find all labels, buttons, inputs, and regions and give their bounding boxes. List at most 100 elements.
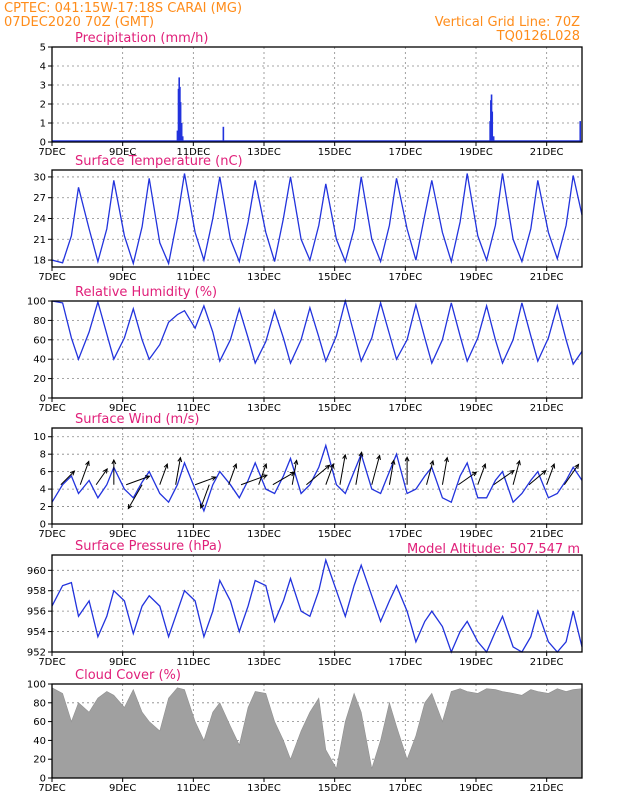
wind-arrow-head [471, 471, 478, 477]
x-tick-label: 9DEC [109, 147, 136, 158]
panel-temp: 18 21 24 27 30 7DEC 9DEC 11DEC 13DEC 15DEC 17DEC 19… [33, 154, 583, 283]
x-tick-label: 17DEC [388, 657, 422, 668]
x-tick-label: 13DEC [247, 783, 281, 794]
wind-arrow-head [444, 456, 449, 463]
wind-arrow-head [574, 463, 580, 469]
wind-arrow-shaft [60, 470, 75, 486]
y-tick-label: 30 [33, 172, 46, 183]
x-tick-label: 19DEC [459, 272, 493, 283]
header-model-code: TQ0126L028 [496, 29, 580, 44]
precip-bar [181, 136, 184, 142]
panel-frame [51, 554, 583, 653]
x-tick-label: 19DEC [459, 529, 493, 540]
wind-arrow-shaft [528, 470, 547, 486]
x-tick-label: 9DEC [109, 272, 136, 283]
wind-arrow-shaft [371, 455, 381, 485]
wind-arrow-head [111, 458, 117, 465]
precip-bar [222, 126, 225, 142]
wind-arrow-head [144, 475, 151, 480]
panel-frame [51, 427, 583, 525]
x-tick-label: 7DEC [38, 272, 65, 283]
y-tick-label: 1 [40, 119, 46, 130]
wind-arrow-head [481, 462, 487, 469]
x-tick-label: 13DEC [247, 147, 281, 158]
x-tick-label: 9DEC [109, 657, 136, 668]
x-tick-label: 7DEC [38, 783, 65, 794]
wind-arrow-head [541, 469, 547, 475]
y-tick-label: 952 [27, 648, 46, 659]
x-tick-label: 21DEC [530, 403, 564, 414]
wind-arrow-shaft [95, 468, 108, 486]
header-run: 07DEC2020 70Z (GMT) [4, 15, 154, 30]
x-tick-label: 7DEC [38, 529, 65, 540]
wind-arrow-head [429, 459, 435, 466]
panel-pres: 952 954 956 958 960 7DEC 9DEC 11DEC 13DEC 15DEC 17… [27, 539, 583, 668]
wind-arrow-shaft [512, 460, 520, 485]
wind-arrow-head [163, 462, 169, 469]
x-tick-label: 11DEC [176, 783, 210, 794]
x-tick-label: 19DEC [459, 783, 493, 794]
y-tick-label: 3 [40, 81, 46, 92]
wind-arrow-shaft [546, 463, 555, 485]
x-tick-label: 13DEC [247, 529, 281, 540]
wind-arrow-shaft [240, 474, 268, 486]
panel-wind: 0 2 4 6 8 10 7DEC 9DEC 11DEC 13DEC 15DEC 17DEC 19DEC… [33, 412, 583, 540]
y-tick-label: 2 [40, 502, 46, 513]
y-tick-label: 60 [33, 717, 46, 728]
x-tick-label: 11DEC [176, 657, 210, 668]
x-tick-label: 21DEC [530, 147, 564, 158]
precip-bar [579, 121, 582, 142]
wind-arrow-shaft [126, 475, 150, 486]
y-tick-label: 27 [33, 193, 46, 204]
y-tick-label: 960 [27, 566, 46, 577]
x-tick-label: 17DEC [388, 147, 422, 158]
wind-arrow-shaft [175, 457, 181, 485]
precip-bar [491, 111, 494, 142]
y-tick-label: 8 [40, 450, 46, 461]
wind-arrow-shaft [291, 460, 298, 485]
panel-title: Surface Temperature (nC) [75, 154, 243, 169]
wind-arrow-head [550, 462, 556, 469]
wind-arrow-head [293, 459, 299, 465]
wind-arrow-head [199, 503, 205, 510]
y-tick-label: 0 [40, 774, 46, 785]
wind-arrow-head [262, 462, 268, 469]
wind-arrow-head [232, 462, 238, 469]
x-tick-label: 19DEC [459, 657, 493, 668]
x-tick-label: 17DEC [388, 783, 422, 794]
x-tick-label: 15DEC [318, 657, 352, 668]
x-tick-label: 9DEC [109, 529, 136, 540]
x-tick-label: 11DEC [176, 147, 210, 158]
y-tick-label: 40 [33, 355, 46, 366]
wind-arrow-shaft [228, 463, 237, 485]
x-tick-label: 11DEC [176, 403, 210, 414]
wind-arrow-head [325, 464, 331, 470]
panel-title: Precipitation (mm/h) [75, 31, 208, 46]
x-tick-label: 13DEC [247, 403, 281, 414]
wind-arrow-head [211, 476, 217, 481]
y-tick-label: 60 [33, 335, 46, 346]
wind-arrow-shaft [388, 460, 395, 485]
y-tick-label: 4 [40, 62, 46, 73]
x-tick-label: 19DEC [459, 147, 493, 158]
wind-arrow-shaft [339, 454, 346, 485]
x-tick-label: 15DEC [318, 147, 352, 158]
wind-arrow-shaft [355, 452, 363, 485]
wind-arrow-head [85, 460, 90, 466]
pres-line [51, 557, 583, 654]
x-tick-label: 21DEC [530, 657, 564, 668]
temp-line [51, 173, 583, 266]
y-tick-label: 0 [40, 138, 46, 149]
y-tick-label: 40 [33, 736, 46, 747]
wind-arrow-head [516, 459, 521, 466]
wind-arrow-head [390, 459, 396, 465]
panel-title: Cloud Cover (%) [75, 668, 181, 683]
y-tick-label: 4 [40, 485, 46, 496]
x-tick-label: 17DEC [388, 272, 422, 283]
panel-title: Relative Humidity (%) [75, 285, 217, 300]
wind-arrow-shaft [79, 461, 90, 485]
header-station: CPTEC: 041:15W-17:18S CARAI (MG) [4, 1, 242, 16]
wind-arrow-shaft [194, 476, 216, 486]
wind-arrow-head [70, 470, 76, 476]
